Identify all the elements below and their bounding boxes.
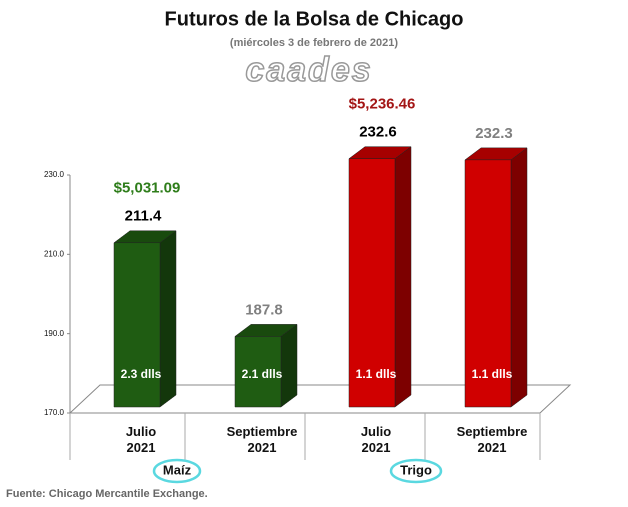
bar-front bbox=[348, 158, 396, 408]
bar-side bbox=[510, 147, 528, 408]
group-label: Trigo bbox=[400, 462, 432, 477]
bar bbox=[464, 147, 528, 408]
bar-side bbox=[280, 323, 298, 408]
x-tick-label: Julio 2021 bbox=[125, 424, 157, 455]
bar bbox=[348, 146, 412, 408]
x-tick-label: Septiembre 2021 bbox=[456, 424, 528, 455]
chart-title: Futuros de la Bolsa de Chicago bbox=[165, 8, 464, 30]
value-label: 232.6 bbox=[359, 124, 397, 141]
value-label: 232.3 bbox=[475, 125, 513, 142]
chart-subtitle: (miércoles 3 de febrero de 2021) bbox=[230, 37, 398, 49]
price-label: $5,236.46 bbox=[349, 96, 416, 113]
source: Fuente: Chicago Mercantile Exchange. bbox=[6, 488, 208, 500]
inner-label: 2.1 dlls bbox=[242, 367, 283, 381]
x-tick-label: Julio 2021 bbox=[360, 424, 392, 455]
inner-label: 2.3 dlls bbox=[121, 367, 162, 381]
group-badge bbox=[389, 458, 443, 484]
bar-front bbox=[234, 336, 282, 408]
floor bbox=[68, 384, 572, 414]
bar bbox=[234, 323, 298, 408]
group-badge bbox=[152, 458, 202, 484]
y-tick-label: 210.0 bbox=[44, 249, 65, 258]
value-label: 187.8 bbox=[245, 301, 283, 318]
logo: caades bbox=[245, 51, 372, 89]
bar-front bbox=[464, 159, 512, 408]
bar-front bbox=[113, 242, 161, 408]
y-tick-label: 170.0 bbox=[44, 408, 65, 417]
bar-side bbox=[394, 146, 412, 408]
price-label: $5,031.09 bbox=[114, 180, 181, 197]
group-label: Maíz bbox=[163, 462, 192, 477]
value-label: 211.4 bbox=[125, 208, 162, 225]
inner-label: 1.1 dlls bbox=[356, 367, 397, 381]
x-tick-label: Septiembre 2021 bbox=[226, 424, 298, 455]
inner-label: 1.1 dlls bbox=[472, 367, 513, 381]
bar-side bbox=[159, 230, 177, 408]
y-tick-label: 190.0 bbox=[44, 329, 65, 338]
bar bbox=[113, 230, 177, 408]
y-tick-label: 230.0 bbox=[44, 170, 65, 179]
